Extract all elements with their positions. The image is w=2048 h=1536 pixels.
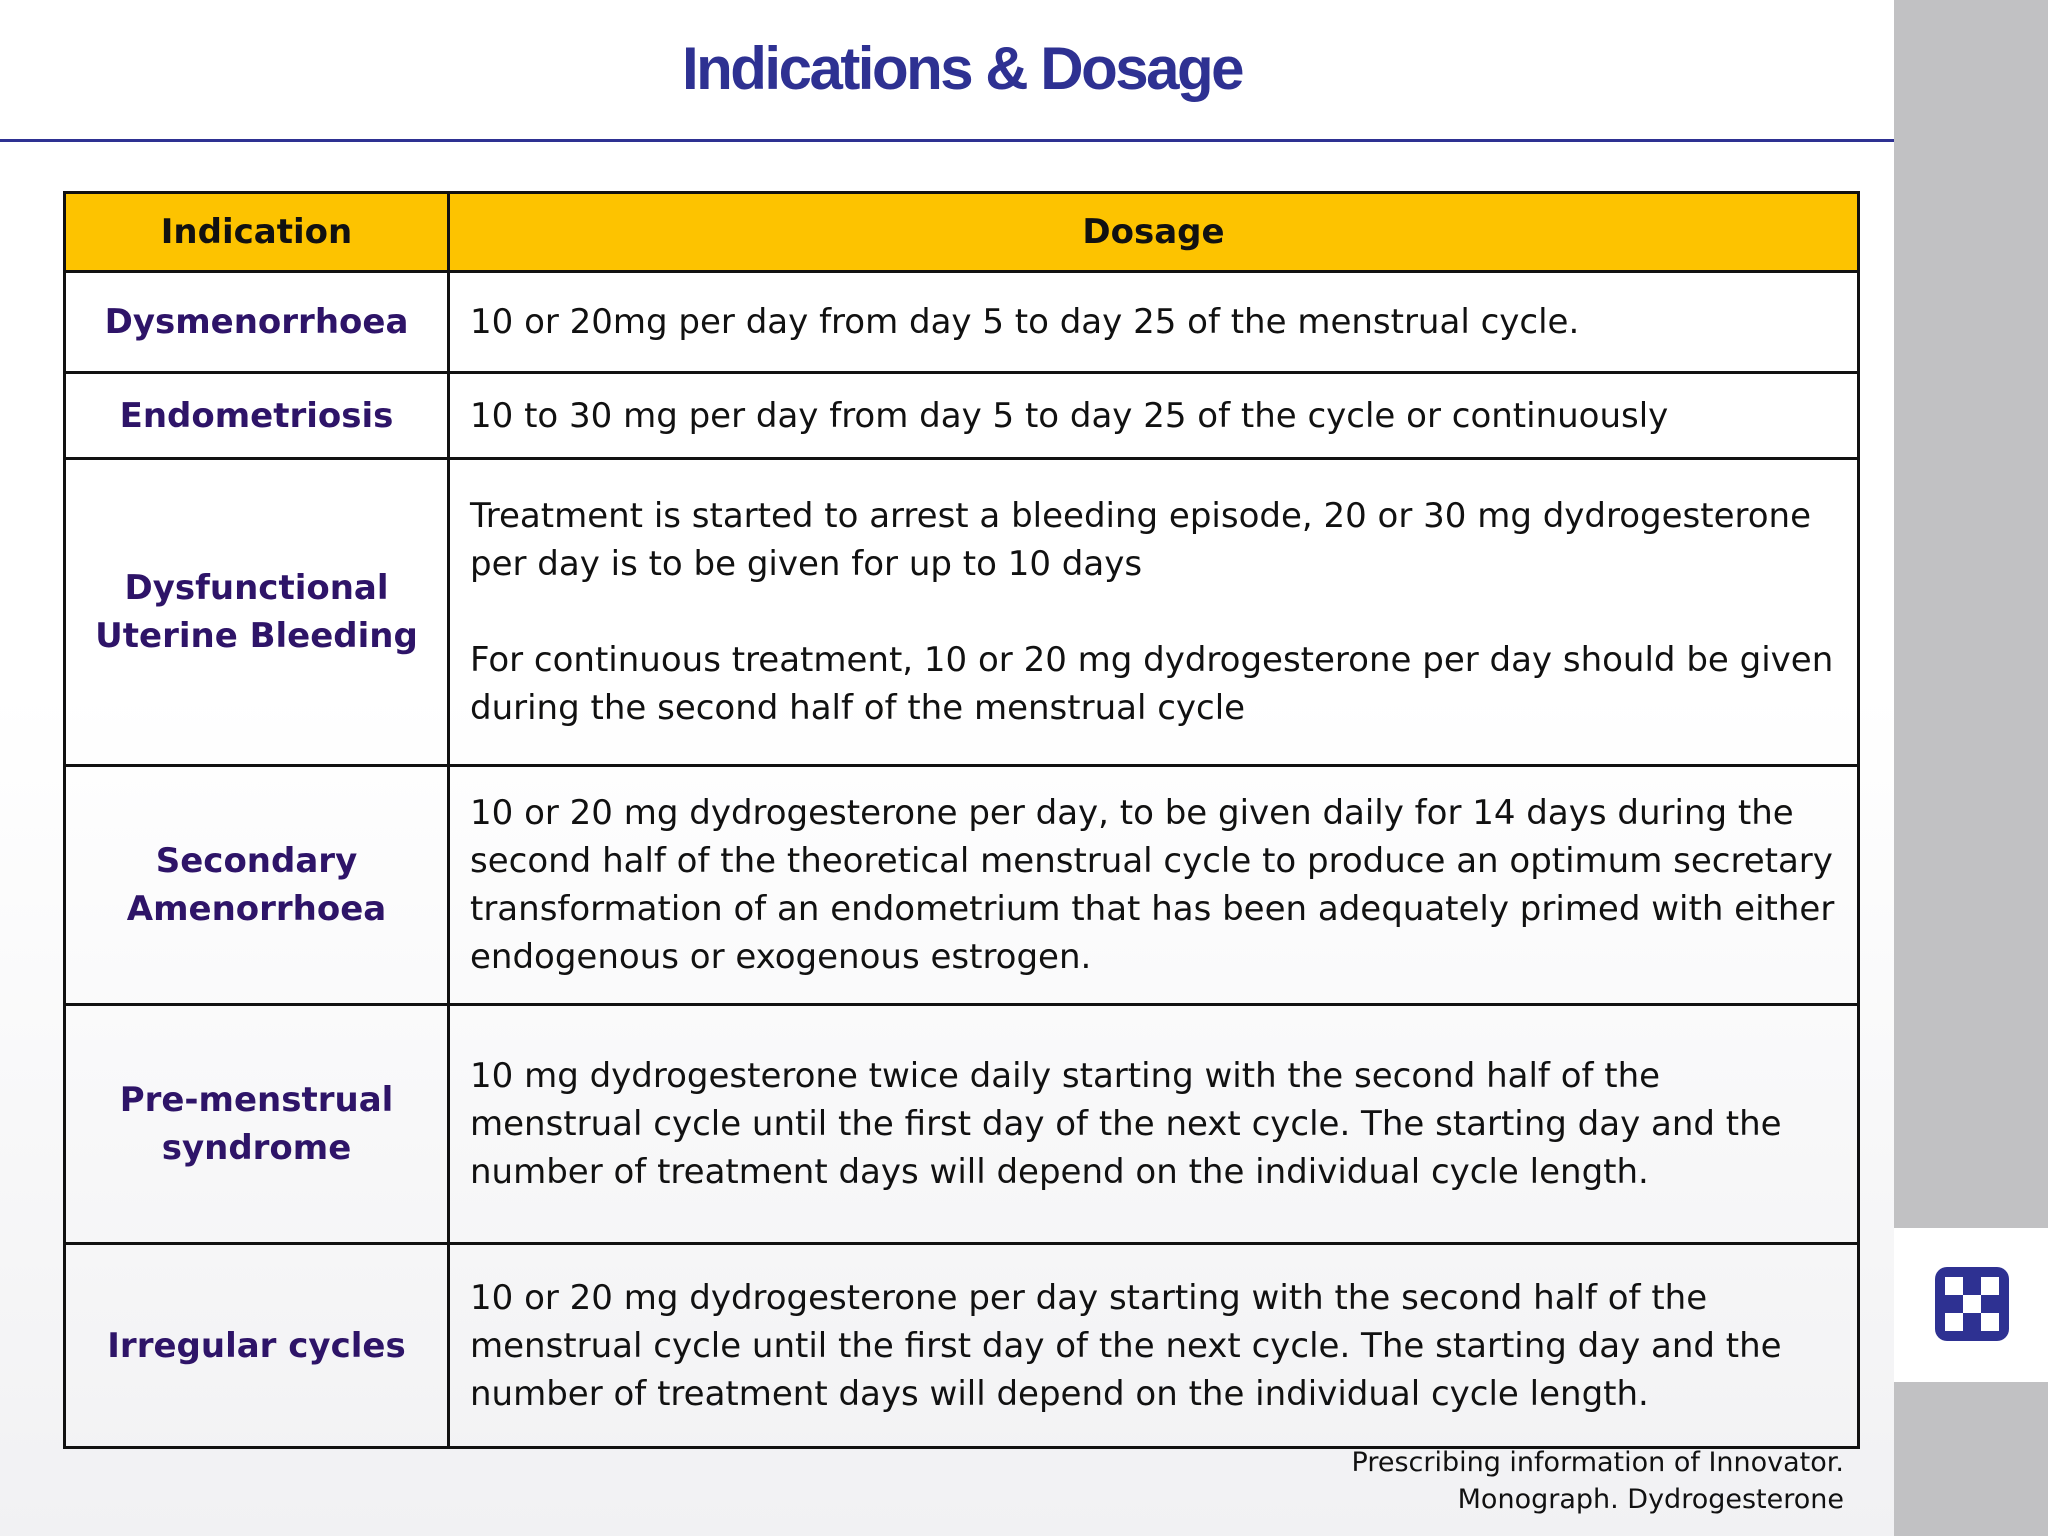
indication-cell: Dysfunctional Uterine Bleeding bbox=[63, 457, 450, 767]
dosage-cell: 10 mg dydrogesterone twice daily startin… bbox=[447, 1003, 1860, 1245]
dosage-text: 10 or 20mg per day from day 5 to day 25 … bbox=[470, 302, 1580, 342]
indication-cell: Endometriosis bbox=[63, 371, 450, 460]
indication-cell: Dysmenorrhoea bbox=[63, 270, 450, 374]
dosage-cell: 10 to 30 mg per day from day 5 to day 25… bbox=[447, 371, 1860, 460]
dosage-text: 10 mg dydrogesterone twice daily startin… bbox=[470, 1056, 1782, 1192]
footnote-line: Prescribing information of Innovator. bbox=[1351, 1447, 1844, 1478]
dosage-cell: 10 or 20 mg dydrogesterone per day, to b… bbox=[447, 764, 1860, 1006]
header-indication: Indication bbox=[63, 191, 450, 273]
checkered-logo-icon bbox=[1935, 1267, 2009, 1341]
indication-cell: Pre-menstrual syndrome bbox=[63, 1003, 450, 1245]
table-row: Dysfunctional Uterine Bleeding Treatment… bbox=[63, 457, 1860, 767]
dosage-text: For continuous treatment, 10 or 20 mg dy… bbox=[470, 640, 1834, 728]
indication-cell: Secondary Amenorrhoea bbox=[63, 764, 450, 1006]
table-row: Secondary Amenorrhoea 10 or 20 mg dydrog… bbox=[63, 764, 1860, 1006]
table-header-row: Indication Dosage bbox=[63, 191, 1860, 273]
dosage-text: 10 or 20 mg dydrogesterone per day start… bbox=[470, 1277, 1782, 1414]
footnote-line: Monograph. Dydrogesterone bbox=[1457, 1484, 1844, 1515]
dosage-cell: 10 or 20mg per day from day 5 to day 25 … bbox=[447, 270, 1860, 374]
table-row: Dysmenorrhoea 10 or 20mg per day from da… bbox=[63, 270, 1860, 374]
indication-cell: Irregular cycles bbox=[63, 1242, 450, 1449]
footnote-reference: Prescribing information of Innovator. Mo… bbox=[1352, 1444, 1844, 1518]
sidebar-panel-top bbox=[1894, 0, 2048, 1228]
dosage-cell: 10 or 20 mg dydrogesterone per day start… bbox=[447, 1242, 1860, 1449]
table-row: Pre-menstrual syndrome 10 mg dydrogester… bbox=[63, 1003, 1860, 1245]
indications-dosage-table: Indication Dosage Dysmenorrhoea 10 or 20… bbox=[63, 191, 1860, 1449]
dosage-text: 10 to 30 mg per day from day 5 to day 25… bbox=[470, 395, 1669, 436]
page-title: Indications & Dosage bbox=[681, 35, 1245, 102]
table-row: Irregular cycles 10 or 20 mg dydrogester… bbox=[63, 1242, 1860, 1449]
title-divider bbox=[0, 139, 1894, 142]
dosage-cell: Treatment is started to arrest a bleedin… bbox=[447, 457, 1860, 767]
dosage-text: 10 or 20 mg dydrogesterone per day, to b… bbox=[470, 793, 1835, 977]
header-dosage: Dosage bbox=[447, 191, 1860, 273]
sidebar-panel-bottom bbox=[1894, 1382, 2048, 1536]
table-row: Endometriosis 10 to 30 mg per day from d… bbox=[63, 371, 1860, 460]
dosage-text: Treatment is started to arrest a bleedin… bbox=[470, 496, 1812, 584]
